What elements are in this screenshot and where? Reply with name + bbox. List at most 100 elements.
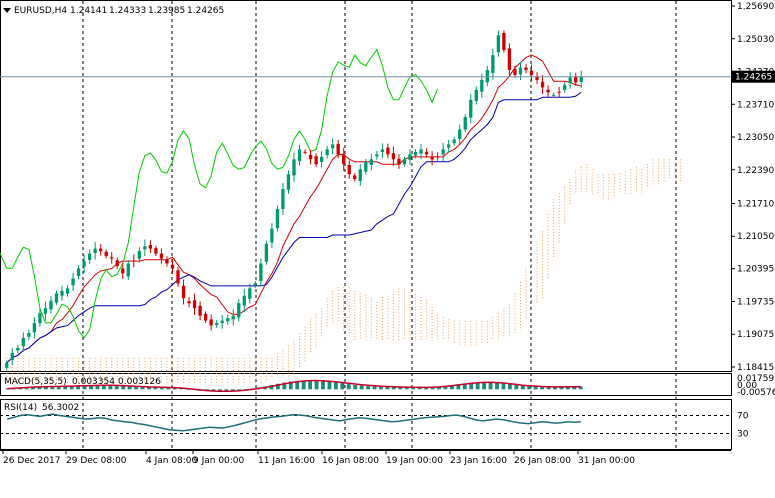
macd-bar: [391, 387, 396, 390]
candle-body: [557, 91, 561, 93]
macd-bar: [559, 386, 564, 390]
candle-body: [297, 149, 302, 162]
macd-bar: [224, 389, 229, 392]
candle-body: [248, 288, 252, 299]
current-price-tag: [732, 70, 775, 83]
symbol-label: EURUSD,H4: [14, 6, 67, 16]
price-axis: 1.256901.250301.243701.237101.230501.223…: [731, 2, 775, 373]
rsi-level-label: 30: [737, 430, 749, 440]
macd-bar: [417, 387, 422, 390]
macd-bar: [56, 386, 61, 390]
candle-body: [452, 139, 456, 144]
candle-body: [435, 156, 440, 158]
time-axis: 26 Dec 2017 29 Dec 08:00 4 Jan 08:009 Jan …: [2, 450, 635, 466]
price-tick-label: 1.19735: [737, 297, 774, 307]
candle-body: [87, 253, 92, 260]
candle-body: [524, 67, 528, 71]
macd-bar: [449, 385, 454, 390]
macd-bar: [430, 387, 435, 390]
macd-bar: [359, 385, 364, 390]
macd-bar: [333, 382, 338, 390]
candle-body: [563, 84, 567, 90]
candle-body: [176, 270, 180, 284]
candle-body: [380, 149, 385, 152]
time-tick-label: 26 Dec 2017: [3, 456, 61, 466]
macd-bar: [553, 387, 557, 390]
candle-body: [270, 228, 274, 243]
vertical-grid: [82, 1, 677, 450]
candle-body: [529, 70, 534, 75]
price-tick-label: 1.25030: [737, 35, 774, 45]
macd-header: MACD(5,35,5) 0.003354 0.003126: [4, 377, 161, 387]
macd-bar: [314, 380, 319, 390]
time-tick-label: 16 Jan 08:00: [322, 456, 379, 466]
candle-body: [209, 319, 213, 326]
candle-body: [535, 76, 539, 80]
macd-bar: [134, 386, 139, 390]
candle-body: [187, 301, 191, 304]
candle-body: [391, 153, 396, 160]
time-tick-label: 19 Jan 00:00: [386, 456, 443, 466]
macd-bar: [147, 387, 151, 390]
macd-bar: [469, 382, 474, 390]
macd-bar: [437, 386, 441, 390]
macd-bar: [288, 381, 293, 390]
candle-body: [259, 263, 263, 282]
time-tick-label: 9 Jan 00:00: [193, 456, 245, 466]
candle-body: [292, 159, 296, 176]
macd-bar: [275, 383, 280, 390]
candle-body: [132, 260, 136, 262]
candle-body: [491, 55, 495, 73]
macd-label: MACD(5,35,5): [4, 377, 67, 387]
macd-bar: [372, 386, 377, 390]
candle-body: [408, 154, 412, 160]
candle-body: [65, 288, 70, 294]
candle-body: [110, 257, 114, 259]
candle-body: [60, 290, 64, 296]
price-tick-label: 1.25690: [737, 2, 774, 12]
candle-body: [336, 143, 340, 155]
macd-bar: [153, 387, 158, 390]
price-tick-label: 1.23710: [737, 100, 774, 110]
candle-body: [331, 144, 335, 149]
candle-body: [192, 300, 197, 309]
macd-bar: [346, 384, 351, 390]
candle-body: [518, 67, 523, 75]
candle-body: [347, 164, 351, 175]
macd-bar: [159, 387, 164, 390]
candle-body: [159, 253, 164, 259]
macd-bar: [43, 386, 48, 390]
candle-body: [496, 35, 501, 53]
macd-bar: [95, 385, 100, 390]
price-tick-label: 1.21050: [737, 232, 774, 242]
macd-bar: [533, 386, 538, 390]
candle-body: [485, 70, 489, 83]
time-tick-label: 23 Jan 16:00: [450, 456, 507, 466]
macd-bar: [37, 386, 42, 390]
macd-bar: [488, 382, 493, 390]
macd-bar: [501, 383, 506, 390]
indicator-lines: [0, 48, 582, 364]
candle-body: [469, 99, 473, 118]
candle-body: [27, 333, 31, 337]
candle-body: [419, 149, 423, 154]
candle-body: [286, 174, 291, 190]
time-tick-label: 26 Jan 08:00: [514, 456, 571, 466]
rsi-panel: 70 30: [0, 412, 749, 440]
candlestick-series: [5, 30, 583, 371]
price-tick-label: 1.19075: [737, 330, 774, 340]
candle-body: [93, 248, 97, 254]
main-panel-frame: [0, 0, 732, 372]
candle-body: [231, 315, 235, 320]
candle-body: [402, 159, 407, 165]
candle-body: [358, 169, 362, 181]
candle-body: [54, 293, 59, 303]
candle-body: [5, 362, 9, 368]
collapse-triangle-icon[interactable]: [3, 8, 11, 13]
macd-bar: [353, 384, 358, 390]
macd-bar: [166, 387, 171, 390]
candle-body: [115, 260, 119, 267]
candle-body: [143, 246, 147, 250]
candle-body: [253, 283, 257, 286]
